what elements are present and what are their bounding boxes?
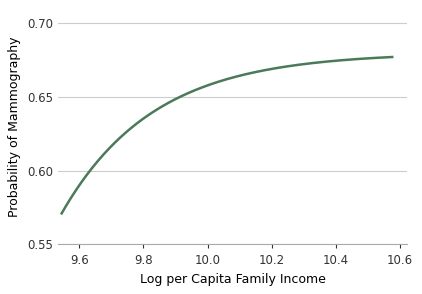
Y-axis label: Probability of Mammography: Probability of Mammography	[8, 36, 22, 217]
X-axis label: Log per Capita Family Income: Log per Capita Family Income	[140, 273, 325, 286]
